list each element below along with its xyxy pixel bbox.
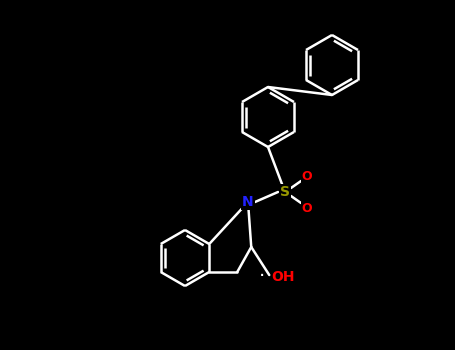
Text: O: O xyxy=(302,169,312,182)
Text: N: N xyxy=(242,195,254,209)
Text: S: S xyxy=(280,185,290,199)
Text: OH: OH xyxy=(271,270,295,284)
Text: ·: · xyxy=(259,267,265,287)
Text: O: O xyxy=(302,202,312,215)
